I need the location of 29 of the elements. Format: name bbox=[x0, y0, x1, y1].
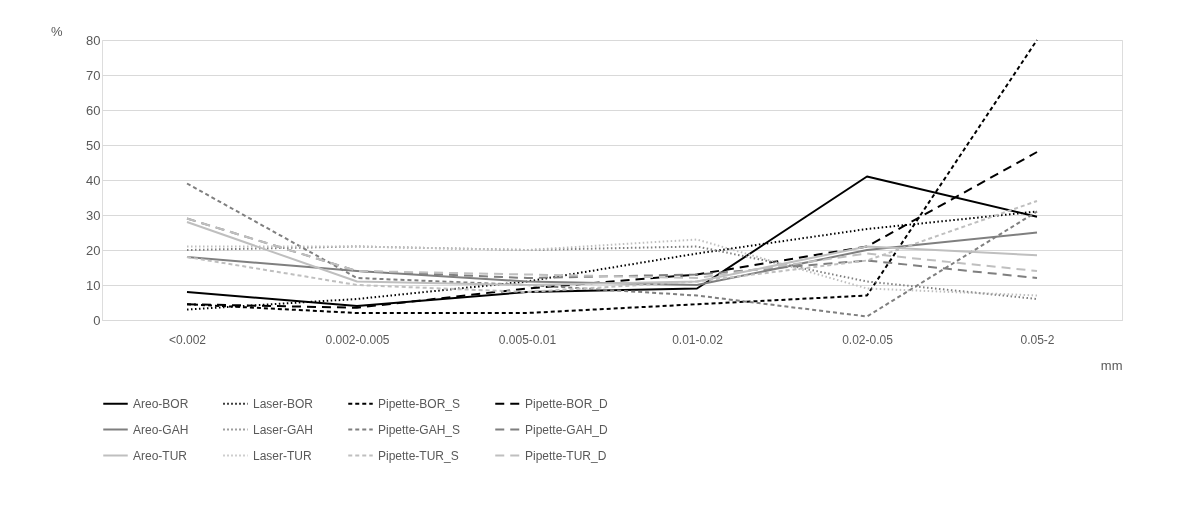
y-axis-title: % bbox=[50, 23, 63, 39]
y-tick-label: 60 bbox=[86, 102, 101, 118]
legend-label: Pipette-TUR_S bbox=[378, 448, 459, 463]
y-tick-label: 40 bbox=[86, 172, 101, 188]
legend-label: Pipette-GAH_S bbox=[378, 422, 461, 437]
legend-label: Laser-GAH bbox=[253, 422, 314, 437]
legend-label: Areo-GAH bbox=[133, 422, 189, 437]
y-tick-label: 70 bbox=[86, 67, 101, 83]
y-tick-label: 50 bbox=[86, 137, 101, 153]
x-tick-label: 0.02-0.05 bbox=[842, 332, 894, 347]
x-axis-title: mm bbox=[1100, 357, 1123, 373]
legend-label: Areo-BOR bbox=[133, 396, 189, 411]
y-tick-label: 30 bbox=[86, 207, 101, 223]
legend-label: Pipette-BOR_D bbox=[525, 396, 609, 411]
y-tick-label: 20 bbox=[86, 242, 101, 258]
x-tick-label: 0.005-0.01 bbox=[498, 332, 557, 347]
legend-label: Laser-TUR bbox=[253, 448, 313, 463]
x-tick-label: 0.01-0.02 bbox=[672, 332, 724, 347]
x-tick-label: 0.05-2 bbox=[1020, 332, 1055, 347]
legend-label: Pipette-GAH_D bbox=[525, 422, 609, 437]
legend-label: Areo-TUR bbox=[133, 448, 188, 463]
legend-label: Pipette-BOR_S bbox=[378, 396, 461, 411]
x-tick-label: 0.002-0.005 bbox=[325, 332, 390, 347]
y-tick-label: 80 bbox=[86, 32, 101, 48]
y-tick-label: 0 bbox=[93, 312, 101, 328]
y-tick-label: 10 bbox=[86, 277, 101, 293]
legend-label: Pipette-TUR_D bbox=[525, 448, 607, 463]
x-tick-label: <0.002 bbox=[168, 332, 207, 347]
legend-label: Laser-BOR bbox=[253, 396, 314, 411]
